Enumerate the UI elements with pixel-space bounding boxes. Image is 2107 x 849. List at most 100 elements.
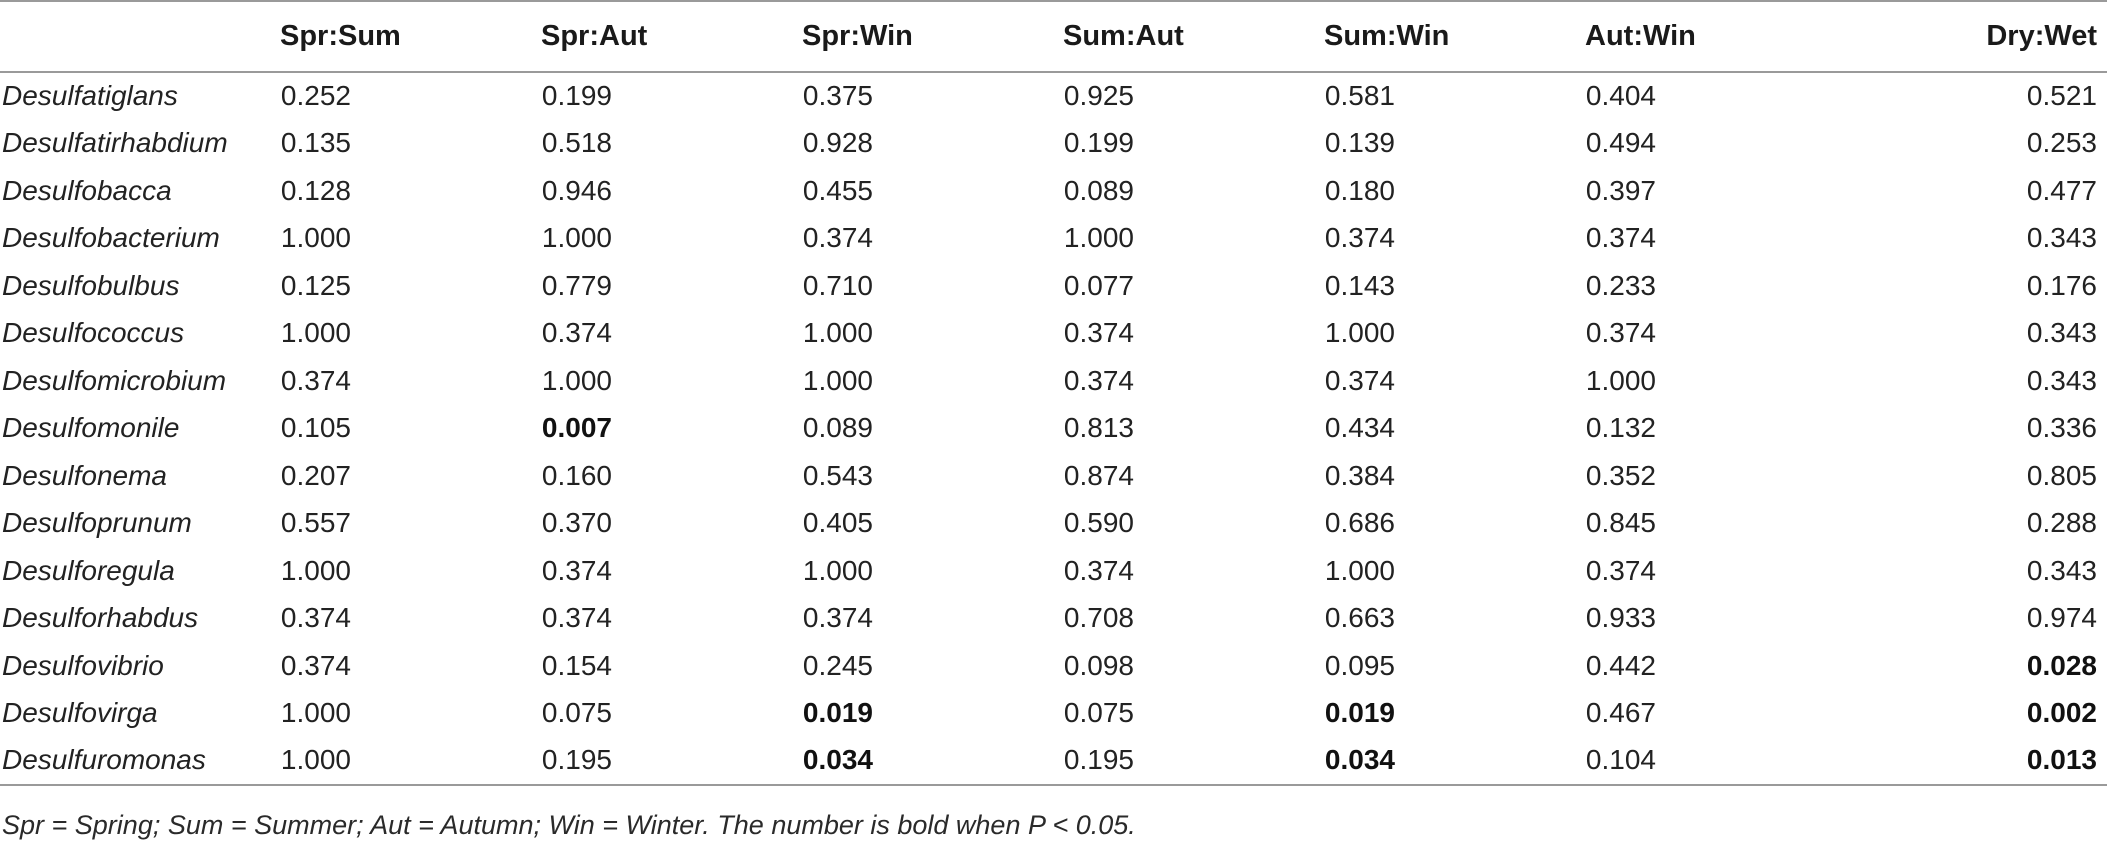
p-value-cell: 0.370 <box>541 507 612 539</box>
p-value-cell: 0.160 <box>541 459 612 491</box>
p-value-cell: 0.925 <box>1063 80 1134 112</box>
table-row: Desulfococcus 1.000 0.374 1.000 0.374 1.000 0.… <box>0 310 2107 358</box>
taxon-name: Desulfomicrobium <box>2 364 227 396</box>
taxon-name: Desulfomonile <box>2 412 180 444</box>
p-value-cell: 0.494 <box>1585 127 1656 159</box>
p-value-cell: 0.125 <box>280 269 351 301</box>
p-value-cell: 0.933 <box>1585 602 1656 634</box>
p-value-cell: 0.089 <box>1063 174 1134 206</box>
p-value-cell: 0.374 <box>1063 554 1134 586</box>
p-value-cell: 0.139 <box>1324 127 1395 159</box>
p-value-cell: 0.075 <box>541 697 612 729</box>
p-value-cell: 0.132 <box>1585 412 1656 444</box>
p-value-cell: 0.007 <box>541 412 612 444</box>
table-row: Desulforegula 1.000 0.374 1.000 0.374 1.000 0.… <box>0 547 2107 595</box>
taxon-name: Desulforhabdus <box>2 602 199 634</box>
p-value-cell: 0.143 <box>1324 269 1395 301</box>
p-value-cell: 0.581 <box>1324 80 1395 112</box>
p-value-cell: 0.375 <box>802 80 873 112</box>
p-value-cell: 0.663 <box>1324 602 1395 634</box>
p-value-cell: 0.002 <box>2026 697 2097 729</box>
p-value-cell: 0.207 <box>280 459 351 491</box>
p-value-cell: 1.000 <box>1063 222 1134 254</box>
p-value-cell: 0.013 <box>1846 737 2107 786</box>
p-value-cell: 0.336 <box>2026 412 2097 444</box>
pvalue-table: Spr:Sum Spr:Aut Spr:Win Sum:Aut Sum:Win … <box>0 0 2107 786</box>
taxon-name: Desulfuromonas <box>0 737 280 786</box>
table-header: Spr:Sum Spr:Aut Spr:Win Sum:Aut Sum:Win … <box>0 0 2107 73</box>
p-value-cell: 0.077 <box>1063 269 1134 301</box>
p-value-cell: 0.404 <box>1585 80 1656 112</box>
p-value-cell: 0.813 <box>1063 412 1134 444</box>
taxon-name: Desulfobacca <box>2 174 172 206</box>
p-value-cell: 0.075 <box>1063 697 1134 729</box>
taxon-name: Desulfatiglans <box>2 80 178 112</box>
column-header: Sum:Win <box>1324 0 1585 73</box>
p-value-cell: 0.374 <box>1585 222 1656 254</box>
p-value-cell: 1.000 <box>541 222 612 254</box>
taxon-name: Desulfobulbus <box>2 269 180 301</box>
p-value-cell: 0.180 <box>1324 174 1395 206</box>
column-header: Spr:Win <box>802 0 1063 73</box>
p-value-cell: 0.805 <box>2026 459 2097 491</box>
table-footnote: Spr = Spring; Sum = Summer; Aut = Autumn… <box>2 810 1136 840</box>
column-header: Spr:Aut <box>541 0 802 73</box>
p-value-cell: 1.000 <box>280 697 351 729</box>
p-value-cell: 0.928 <box>802 127 873 159</box>
column-header: Sum:Aut <box>1063 0 1324 73</box>
p-value-cell: 1.000 <box>1585 364 1656 396</box>
p-value-cell: 0.946 <box>541 174 612 206</box>
p-value-cell: 0.352 <box>1585 459 1656 491</box>
column-header: Dry:Wet <box>1846 0 2107 73</box>
p-value-cell: 0.543 <box>802 459 873 491</box>
p-value-cell: 0.374 <box>1063 317 1134 349</box>
header-row: Spr:Sum Spr:Aut Spr:Win Sum:Aut Sum:Win … <box>0 0 2107 73</box>
taxon-name: Desulfococcus <box>2 317 185 349</box>
p-value-cell: 1.000 <box>280 737 541 786</box>
table-row: Desulfomicrobium 0.374 1.000 1.000 0.374 0.37… <box>0 357 2107 405</box>
p-value-cell: 0.374 <box>802 222 873 254</box>
p-value-cell: 1.000 <box>802 364 873 396</box>
p-value-cell: 0.195 <box>541 737 802 786</box>
p-value-cell: 0.195 <box>1063 737 1324 786</box>
p-value-cell: 0.343 <box>2026 364 2097 396</box>
p-value-cell: 0.199 <box>541 80 612 112</box>
p-value-cell: 0.845 <box>1585 507 1656 539</box>
p-value-cell: 1.000 <box>541 364 612 396</box>
table-row: Desulforhabdus 0.374 0.374 0.374 0.708 0.663 0… <box>0 595 2107 643</box>
p-value-cell: 1.000 <box>802 554 873 586</box>
p-value-cell: 0.343 <box>2026 317 2097 349</box>
p-value-cell: 0.467 <box>1585 697 1656 729</box>
column-header: Spr:Sum <box>280 0 541 73</box>
p-value-cell: 0.233 <box>1585 269 1656 301</box>
table-row: Desulfomonile 0.105 0.007 0.089 0.813 0.434 0.… <box>0 405 2107 453</box>
p-value-cell: 0.374 <box>1585 554 1656 586</box>
table-row: Desulfobulbus 0.125 0.779 0.710 0.077 0.143 0.… <box>0 262 2107 310</box>
p-value-cell: 0.442 <box>1585 649 1656 681</box>
p-value-cell: 0.374 <box>1585 317 1656 349</box>
p-value-cell: 0.374 <box>280 602 351 634</box>
p-value-cell: 0.343 <box>2026 222 2097 254</box>
p-value-cell: 0.374 <box>1324 364 1395 396</box>
p-value-cell: 1.000 <box>280 554 351 586</box>
p-value-cell: 0.245 <box>802 649 873 681</box>
p-value-cell: 1.000 <box>280 317 351 349</box>
p-value-cell: 0.135 <box>280 127 351 159</box>
p-value-cell: 0.374 <box>1063 364 1134 396</box>
table-row: Desulfovibrio 0.374 0.154 0.245 0.098 0.095 0.… <box>0 642 2107 690</box>
taxon-name: Desulfobacterium <box>2 222 220 254</box>
p-value-cell: 0.252 <box>280 80 351 112</box>
p-value-cell: 0.374 <box>280 649 351 681</box>
p-value-cell: 0.557 <box>280 507 351 539</box>
p-value-cell: 0.434 <box>1324 412 1395 444</box>
p-value-cell: 0.095 <box>1324 649 1395 681</box>
p-value-cell: 0.089 <box>802 412 873 444</box>
taxon-name: Desulfonema <box>2 459 167 491</box>
table-body: Desulfatiglans 0.252 0.199 0.375 0.925 0.581 0… <box>0 72 2107 786</box>
p-value-cell: 0.397 <box>1585 174 1656 206</box>
p-value-cell: 0.974 <box>2026 602 2097 634</box>
p-value-cell: 0.176 <box>2026 269 2097 301</box>
p-value-cell: 0.343 <box>2026 554 2097 586</box>
taxon-name: Desulforegula <box>2 554 175 586</box>
